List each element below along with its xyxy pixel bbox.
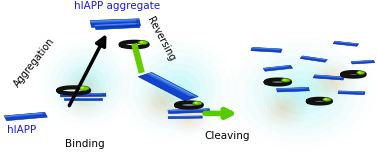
- Ellipse shape: [329, 78, 336, 83]
- Polygon shape: [314, 75, 344, 78]
- Polygon shape: [94, 23, 139, 26]
- Circle shape: [193, 101, 202, 105]
- Polygon shape: [263, 65, 291, 69]
- Polygon shape: [64, 98, 102, 100]
- Ellipse shape: [280, 105, 287, 111]
- Polygon shape: [335, 41, 358, 44]
- Polygon shape: [252, 47, 282, 50]
- Polygon shape: [277, 88, 307, 90]
- Polygon shape: [60, 93, 102, 95]
- Polygon shape: [333, 41, 359, 46]
- Polygon shape: [263, 65, 293, 71]
- Ellipse shape: [163, 76, 193, 103]
- Ellipse shape: [282, 78, 319, 107]
- Circle shape: [81, 87, 83, 88]
- Ellipse shape: [183, 113, 195, 122]
- Text: hIAPP aggregate: hIAPP aggregate: [74, 1, 160, 11]
- Ellipse shape: [277, 102, 290, 114]
- Ellipse shape: [81, 78, 93, 89]
- Ellipse shape: [186, 115, 192, 120]
- Text: Reversing: Reversing: [145, 15, 177, 63]
- Text: Cleaving: Cleaving: [204, 131, 249, 141]
- Polygon shape: [263, 66, 289, 69]
- Ellipse shape: [74, 72, 99, 95]
- Ellipse shape: [76, 86, 90, 100]
- Ellipse shape: [159, 99, 166, 105]
- Polygon shape: [4, 112, 47, 121]
- Polygon shape: [351, 60, 372, 62]
- Circle shape: [195, 102, 197, 103]
- Polygon shape: [351, 60, 375, 64]
- Circle shape: [281, 79, 290, 82]
- Polygon shape: [90, 19, 136, 23]
- Polygon shape: [168, 109, 206, 111]
- Circle shape: [359, 72, 360, 73]
- Polygon shape: [338, 91, 363, 93]
- Polygon shape: [313, 75, 344, 80]
- Ellipse shape: [80, 89, 87, 96]
- Text: hIAPP: hIAPP: [7, 125, 37, 135]
- Polygon shape: [251, 47, 282, 52]
- Ellipse shape: [326, 75, 339, 86]
- Ellipse shape: [291, 85, 310, 100]
- Polygon shape: [339, 91, 365, 92]
- Polygon shape: [4, 113, 45, 117]
- Polygon shape: [168, 109, 209, 111]
- Ellipse shape: [156, 96, 169, 108]
- Circle shape: [357, 71, 365, 74]
- Polygon shape: [64, 98, 99, 99]
- Polygon shape: [314, 75, 342, 78]
- Polygon shape: [168, 116, 202, 119]
- Polygon shape: [94, 23, 136, 27]
- Circle shape: [138, 41, 148, 45]
- Polygon shape: [60, 93, 106, 94]
- Polygon shape: [168, 116, 200, 117]
- Polygon shape: [277, 87, 309, 92]
- Polygon shape: [94, 23, 140, 30]
- Text: Binding: Binding: [65, 139, 105, 149]
- Text: Aggregation: Aggregation: [12, 36, 56, 89]
- Polygon shape: [334, 41, 357, 45]
- Polygon shape: [168, 109, 210, 113]
- Polygon shape: [4, 113, 43, 118]
- Polygon shape: [338, 91, 365, 95]
- Polygon shape: [252, 47, 280, 50]
- Polygon shape: [300, 56, 327, 62]
- Polygon shape: [351, 60, 374, 62]
- Polygon shape: [60, 93, 106, 97]
- Polygon shape: [168, 116, 202, 117]
- Polygon shape: [302, 56, 325, 60]
- Polygon shape: [90, 19, 141, 27]
- Polygon shape: [149, 73, 198, 97]
- Circle shape: [284, 79, 285, 80]
- Polygon shape: [147, 73, 194, 96]
- Ellipse shape: [170, 83, 185, 96]
- Circle shape: [323, 98, 331, 101]
- Circle shape: [78, 86, 89, 90]
- Polygon shape: [277, 88, 309, 89]
- Polygon shape: [302, 56, 327, 60]
- Polygon shape: [90, 19, 139, 22]
- Polygon shape: [138, 72, 198, 101]
